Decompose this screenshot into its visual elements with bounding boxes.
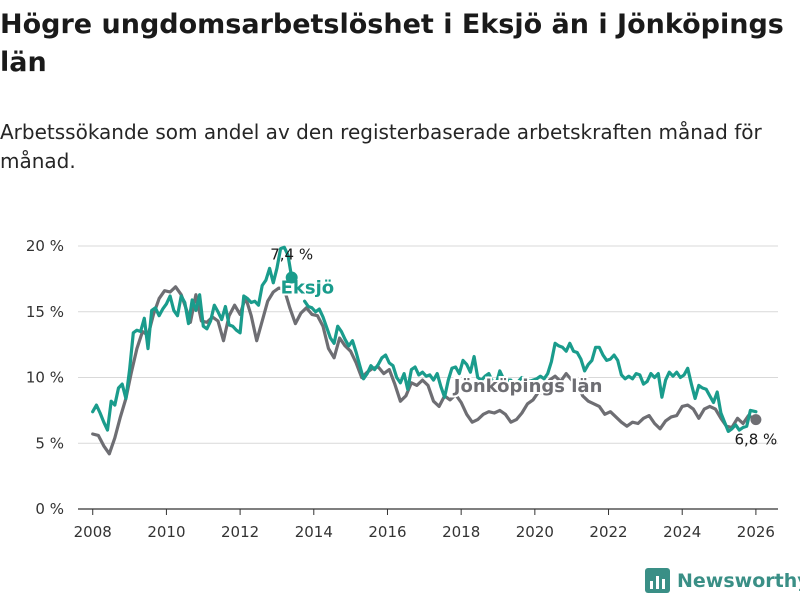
series-line-eksj- (91, 245, 294, 432)
y-tick-label: 0 % (35, 500, 64, 518)
y-axis: 0 % 5 % 10 % 15 % 20 % (26, 237, 64, 518)
series-annotation: Jönköpings län (452, 376, 603, 397)
end-point-marker (750, 414, 762, 426)
newsworthy-logo: Newsworthy (645, 568, 800, 593)
x-tick-label: 2012 (221, 523, 259, 541)
brand-name: Newsworthy (677, 569, 800, 592)
x-tick-label: 2010 (147, 523, 185, 541)
y-tick-label: 15 % (26, 303, 64, 321)
series-line-eksj- (303, 299, 758, 433)
chart-subtitle: Arbetssökande som andel av den registerb… (0, 120, 762, 173)
x-tick-label: 2024 (663, 523, 701, 541)
x-tick-label: 2016 (368, 523, 406, 541)
x-tick-label: 2018 (442, 523, 480, 541)
y-tick-label: 10 % (26, 369, 64, 387)
y-tick-label: 20 % (26, 237, 64, 255)
y-tick-label: 5 % (35, 434, 64, 452)
x-axis: 2008 2010 2012 2014 2016 2018 2020 2022 2024 2026 (74, 508, 778, 541)
series-lines (91, 245, 758, 456)
x-tick-label: 2022 (589, 523, 627, 541)
gridlines (78, 245, 778, 444)
end-markers: 6,8 % 7,4 % (270, 246, 777, 449)
x-tick-label: 2008 (74, 523, 112, 541)
chart-title: Högre ungdomsarbetslöshet i Eksjö än i J… (0, 9, 784, 78)
x-tick-label: 2026 (737, 523, 775, 541)
end-value-label: 6,8 % (734, 431, 777, 449)
bar-chart-icon (645, 568, 670, 593)
end-value-label: 7,4 % (270, 246, 313, 264)
x-tick-label: 2020 (516, 523, 554, 541)
end-point-marker (285, 271, 298, 284)
x-tick-label: 2014 (295, 523, 333, 541)
